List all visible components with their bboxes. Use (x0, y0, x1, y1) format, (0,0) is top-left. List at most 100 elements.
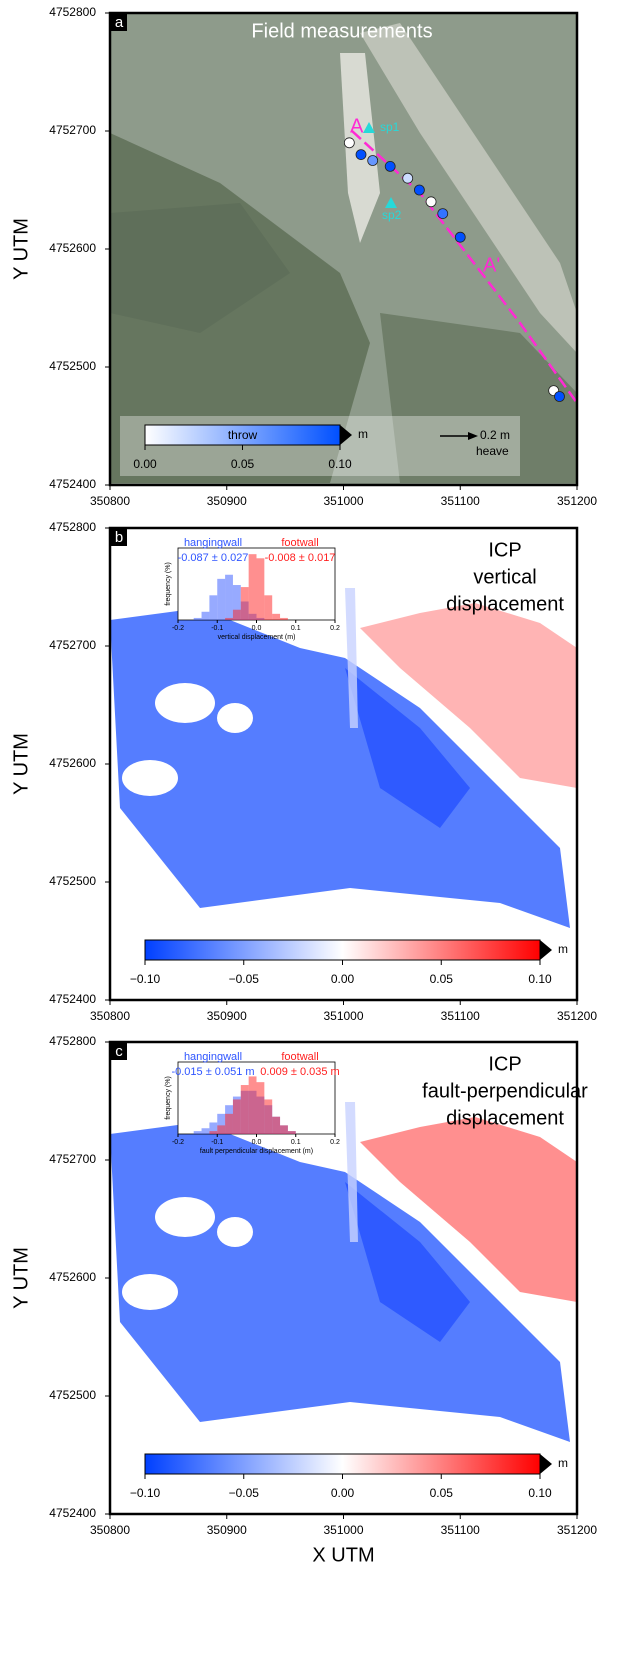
y-tick-label: 4752800 (49, 520, 96, 534)
field-point (437, 208, 449, 220)
data-gap (122, 760, 178, 796)
colorbar-tick-label: −0.10 (130, 972, 161, 986)
colorbar-label: throw (228, 428, 258, 442)
series-name: hangingwall (184, 1051, 242, 1063)
histogram-bar (280, 1125, 288, 1134)
histogram-bar (256, 1082, 265, 1134)
panel-title: displacement (446, 1107, 564, 1129)
series-stat: 0.009 ± 0.035 m (260, 1066, 339, 1078)
scale-caption: heave (476, 444, 509, 458)
x-tick-label: 351100 (441, 1009, 480, 1023)
x-axis-label: X UTM (312, 1544, 374, 1566)
colorbar-tick-label: 0.05 (430, 1486, 454, 1500)
annotation: A (350, 115, 364, 137)
histogram-bar (209, 1131, 218, 1134)
inset-x-tick-label: 0.1 (291, 1139, 301, 1146)
y-tick-label: 4752700 (49, 638, 96, 652)
forest (380, 313, 577, 483)
inset-x-tick-label: -0.2 (172, 625, 184, 632)
x-tick-label: 351100 (441, 494, 480, 508)
colorbar-tick-label: 0.00 (331, 972, 355, 986)
y-tick-label: 4752600 (49, 1270, 96, 1284)
x-tick-label: 350800 (90, 1009, 130, 1023)
histogram-bar (272, 613, 281, 620)
x-tick-label: 351100 (441, 1523, 480, 1537)
road (360, 23, 577, 353)
y-tick-label: 4752800 (49, 1034, 96, 1048)
histogram-bar (201, 611, 210, 620)
inset-x-tick-label: 0.2 (330, 1139, 340, 1146)
panel-title: ICP (488, 1053, 521, 1075)
histogram-bar (264, 595, 273, 620)
colorbar-tick-label: 0.10 (528, 1486, 552, 1500)
histogram-bar (217, 1125, 226, 1134)
field-point (425, 196, 437, 208)
inset-x-label: fault perpendicular displacement (m) (200, 1148, 313, 1155)
panel-label: c (115, 1043, 123, 1060)
forest (110, 203, 290, 333)
inset-x-label: vertical displacement (m) (218, 634, 296, 641)
series-name: hangingwall (184, 537, 242, 549)
y-tick-label: 4752500 (49, 874, 96, 888)
histogram-bar (240, 587, 249, 620)
colorbar-arrow (540, 940, 552, 960)
map-area (110, 1102, 577, 1442)
field-point (402, 172, 414, 184)
inset-x-tick-label: -0.1 (211, 1139, 223, 1146)
histogram-bar (280, 617, 288, 620)
footwall-cloud (360, 603, 577, 788)
data-gap (155, 683, 215, 723)
scale-label: 0.2 m (480, 428, 510, 442)
colorbar-tick-label: 0.05 (231, 457, 255, 471)
x-tick-label: 351200 (557, 1523, 597, 1537)
histogram-bar (193, 1131, 202, 1134)
inset-x-tick-label: -0.2 (172, 1139, 184, 1146)
y-tick-label: 4752700 (49, 1152, 96, 1166)
series-stat: -0.015 ± 0.051 m (171, 1066, 254, 1078)
colorbar-tick-label: 0.10 (528, 972, 552, 986)
colorbar-tick-label: 0.10 (328, 457, 352, 471)
panel-title: Field measurements (251, 20, 432, 42)
inset-x-tick-label: 0.2 (330, 625, 340, 632)
panel-label: b (115, 529, 123, 546)
histogram-bar (217, 578, 226, 620)
y-tick-label: 4752600 (49, 241, 96, 255)
x-tick-label: 351000 (323, 1009, 363, 1023)
panel-label-box (111, 1043, 127, 1060)
y-tick-label: 4752400 (49, 477, 96, 491)
histogram-bar (272, 1116, 281, 1134)
x-tick-label: 351000 (323, 494, 363, 508)
series-stat: -0.087 ± 0.027 (178, 552, 249, 564)
histogram-bar (248, 1076, 257, 1134)
field-point (355, 149, 367, 161)
hangingwall-cloud (345, 668, 470, 828)
annotation: A' (483, 254, 500, 276)
y-tick-label: 4752500 (49, 359, 96, 373)
field-point (367, 155, 379, 166)
data-gap (155, 1197, 215, 1237)
y-axis-label: Y UTM (10, 218, 32, 280)
histogram-bar (240, 1085, 249, 1134)
y-tick-label: 4752400 (49, 992, 96, 1006)
series-name: footwall (281, 1051, 318, 1063)
channel (345, 588, 358, 728)
y-tick-label: 4752500 (49, 1388, 96, 1402)
histogram-bar (248, 554, 257, 620)
y-tick-label: 4752700 (49, 123, 96, 137)
histogram-bar (232, 585, 241, 620)
footwall-cloud (360, 1117, 577, 1302)
data-gap (217, 703, 253, 733)
site-marker (363, 122, 375, 133)
colorbar-unit: m (558, 942, 568, 956)
data-gap (122, 1274, 178, 1310)
histogram-bar (193, 617, 202, 620)
road (340, 53, 380, 243)
inset-x-tick-label: 0.0 (252, 1139, 262, 1146)
series-stat: -0.008 ± 0.017 (265, 552, 336, 564)
hangingwall-cloud (110, 608, 570, 928)
panel-label-box (111, 14, 127, 31)
x-tick-label: 350900 (207, 1523, 247, 1537)
histogram-bar (225, 1113, 233, 1134)
y-tick-label: 4752400 (49, 1506, 96, 1520)
